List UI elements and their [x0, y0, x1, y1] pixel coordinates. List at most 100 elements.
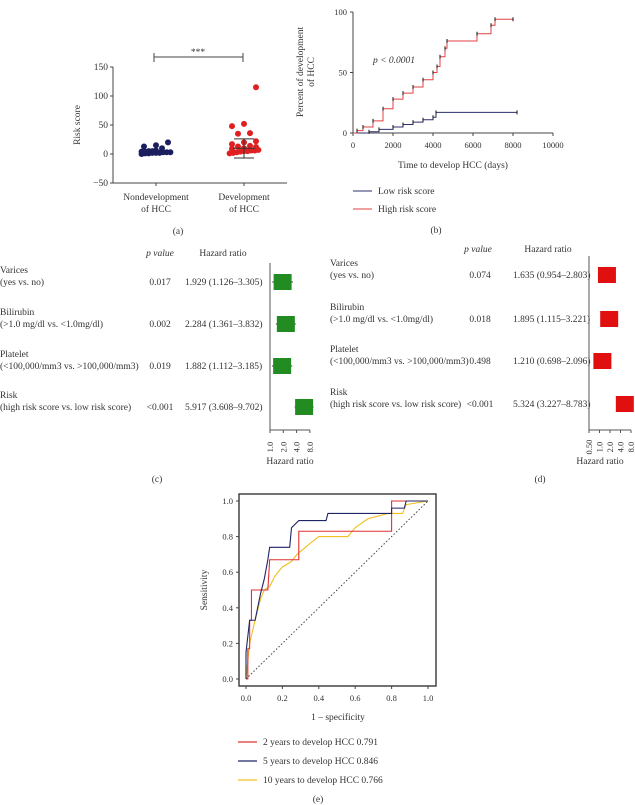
forest-row-name: Varices [330, 259, 358, 269]
a-point [153, 147, 159, 154]
b-x-tick-label: 8000 [505, 140, 522, 150]
forest-x-tick-label: 2.0 [278, 442, 288, 453]
panel-a: Risk score *** Nondevelopment of HCC Dev… [73, 48, 270, 237]
c-xlabel: Hazard ratio [266, 457, 313, 467]
a-point [241, 120, 247, 127]
b-legend-high: High risk score [378, 205, 436, 215]
forest-row-detail: (high risk score vs. low risk score) [0, 402, 131, 413]
forest-row-detail: (yes vs. no) [0, 277, 44, 288]
a-point [235, 130, 241, 137]
d-panel-label: (d) [534, 474, 545, 485]
a-point [159, 145, 165, 152]
forest-hr-box [273, 274, 292, 290]
a-cat2-l1: Development [218, 193, 270, 203]
forest-hr-text: 1.210 (0.698–2.096) [513, 356, 591, 367]
b-y-tick-label: 0 [343, 128, 347, 138]
forest-hr-text: 2.284 (1.361–3.832) [185, 319, 263, 330]
forest-x-tick-label: 1.0 [595, 442, 605, 453]
forest-row-name: Platelet [330, 345, 359, 355]
d-header-hr: Hazard ratio [524, 245, 571, 255]
e-roc-curve [245, 500, 428, 679]
forest-hr-text: 5.324 (3.227–8.783) [513, 399, 591, 410]
forest-hr-box [276, 316, 295, 332]
e-y-tick-label: 0.6 [222, 567, 233, 577]
e-legend-5y: 5 years to develop HCC 0.846 [263, 757, 378, 767]
e-xlabel: 1 – specificity [311, 712, 365, 723]
forest-row-name: Bilirubin [0, 308, 35, 318]
e-panel-label: (e) [313, 794, 324, 805]
e-diagonal-reference [245, 500, 429, 680]
a-point [247, 142, 253, 149]
b-x-tick-label: 0 [351, 140, 355, 150]
b-annotation: p < 0.0001 [372, 56, 415, 66]
e-y-tick-label: 0.2 [222, 638, 233, 648]
c-panel-label: (c) [152, 474, 163, 485]
forest-hr-box [295, 399, 314, 415]
a-point [153, 142, 159, 149]
e-y-tick-label: 0.8 [222, 532, 233, 542]
forest-hr-box [593, 353, 612, 369]
forest-row-detail: (high risk score vs. low risk score) [330, 399, 461, 410]
e-roc-curve [246, 500, 428, 680]
b-panel-label: (b) [430, 225, 441, 236]
e-x-tick-label: 0.8 [386, 693, 397, 703]
b-x-tick-label: 6000 [465, 140, 482, 150]
forest-x-tick-label: 0.50 [584, 440, 594, 455]
a-ylabel: Risk score [73, 105, 83, 145]
e-x-tick-label: 0.0 [241, 693, 252, 703]
a-point [165, 139, 171, 146]
forest-p-value: <0.001 [467, 400, 494, 410]
a-point [167, 149, 174, 156]
forest-row-name: Bilirubin [330, 303, 365, 313]
e-x-tick-label: 0.6 [350, 693, 361, 703]
forest-hr-text: 1.895 (1.115–3.221) [513, 314, 590, 325]
d-xlabel: Hazard ratio [576, 457, 623, 467]
b-x-tick-label: 10000 [542, 140, 563, 150]
b-km-curve-high [353, 18, 513, 134]
b-x-tick-label: 4000 [425, 140, 442, 150]
e-x-tick-label: 1.0 [423, 693, 434, 703]
a-significance: *** [191, 48, 206, 58]
d-header-p: p value [463, 245, 492, 255]
a-point [253, 84, 259, 91]
a-point [247, 130, 253, 137]
a-panel-label: (a) [173, 226, 184, 237]
e-legend-2y: 2 years to develop HCC 0.791 [263, 738, 378, 748]
forest-p-value: 0.017 [149, 278, 171, 288]
a-cat1-l2: of HCC [141, 204, 171, 215]
forest-hr-text: 5.917 (3.608–9.702) [185, 402, 263, 413]
e-legend-10y: 10 years to develop HCC 0.766 [263, 776, 383, 786]
a-point [141, 143, 147, 150]
panel-e: Sensitivity 1 – specificity 2 years to d… [200, 569, 383, 805]
a-y-tick-label: 50 [99, 121, 109, 131]
a-y-tick-label: 0 [103, 150, 108, 160]
forest-p-value: 0.019 [149, 362, 171, 372]
forest-p-value: 0.498 [469, 357, 491, 367]
b-legend-low: Low risk score [378, 187, 434, 197]
forest-row-detail: (<100,000/mm3 vs. >100,000/mm3) [0, 361, 139, 372]
forest-hr-text: 1.635 (0.954–2.803) [513, 270, 591, 281]
a-cat2-l2: of HCC [229, 204, 259, 215]
forest-p-value: 0.074 [469, 271, 491, 281]
forest-x-tick-label: 4.0 [292, 442, 302, 453]
b-km-curve-low [353, 111, 517, 134]
forest-p-value: 0.018 [469, 315, 491, 325]
forest-p-value: 0.002 [149, 320, 171, 330]
b-y-tick-label: 50 [339, 68, 348, 78]
forest-x-tick-label: 4.0 [616, 442, 626, 453]
forest-hr-box [615, 396, 634, 412]
b-x-tick-label: 2000 [385, 140, 402, 150]
e-y-tick-label: 1.0 [222, 496, 233, 506]
forest-row-detail: (<100,000/mm3 vs. >100,000/mm3) [330, 356, 469, 367]
a-cat1-l1: Nondevelopment [123, 193, 189, 203]
c-header-hr: Hazard ratio [199, 249, 246, 259]
forest-row-detail: (>1.0 mg/dl vs. <1.0mg/dl) [0, 319, 103, 330]
panel-b: Percent of development of HCC Time to de… [295, 27, 508, 236]
forest-row-name: Risk [330, 388, 348, 398]
e-x-tick-label: 0.2 [277, 693, 288, 703]
forest-x-tick-label: 1.0 [265, 442, 275, 453]
forest-row-name: Platelet [0, 350, 29, 360]
forest-hr-box [597, 267, 616, 283]
forest-x-tick-label: 8.0 [305, 442, 315, 453]
